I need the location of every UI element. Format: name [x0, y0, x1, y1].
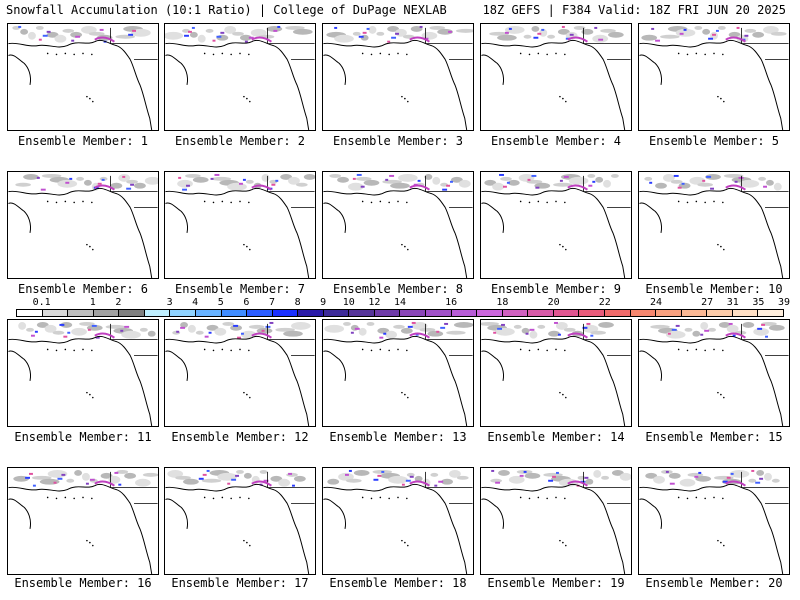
- ensemble-map-panel: [7, 171, 159, 279]
- colorbar-segment: [758, 310, 783, 316]
- colorbar-tick-label: 12: [368, 297, 381, 308]
- ensemble-member-label: Ensemble Member: 1: [17, 134, 149, 148]
- colorbar-tick-label: 22: [598, 297, 611, 308]
- snowfall-colorbar: [16, 309, 784, 317]
- ensemble-member-label: Ensemble Member: 20: [645, 576, 783, 590]
- colorbar-segment: [170, 310, 196, 316]
- colorbar-tick-label: 27: [701, 297, 714, 308]
- ensemble-map-panel: [322, 171, 474, 279]
- colorbar-tick-label: 24: [649, 297, 663, 308]
- colorbar-segment: [604, 310, 631, 316]
- ensemble-member-label: Ensemble Member: 2: [174, 134, 306, 148]
- ensemble-map-panel: [164, 319, 316, 427]
- colorbar-tick-label: 7: [268, 297, 276, 308]
- ensemble-map-panel: [638, 319, 790, 427]
- colorbar-tick-label: 4: [192, 297, 199, 308]
- ensemble-map-panel: [7, 23, 159, 131]
- ensemble-map-panel: [638, 171, 790, 279]
- colorbar-tick-label: 5: [217, 297, 224, 308]
- colorbar-tick-label: 14: [393, 297, 407, 308]
- colorbar-tick-label: 1: [89, 297, 96, 308]
- ensemble-map-panel: [480, 23, 632, 131]
- ensemble-map-panel: [7, 467, 159, 575]
- colorbar-segment: [656, 310, 682, 316]
- ensemble-map-panel: [638, 23, 790, 131]
- colorbar-segment: [247, 310, 273, 316]
- colorbar-tick-label: 16: [445, 297, 458, 308]
- colorbar-segment: [119, 310, 145, 316]
- colorbar-segment: [144, 310, 171, 316]
- ensemble-member-label: Ensemble Member: 3: [332, 134, 464, 148]
- colorbar-tick-label: 39: [777, 297, 791, 308]
- colorbar-segment: [426, 310, 452, 316]
- ensemble-map-panel: [322, 23, 474, 131]
- colorbar-tick-label: 6: [243, 297, 250, 308]
- colorbar-segment: [707, 310, 733, 316]
- ensemble-map-panel: [480, 467, 632, 575]
- colorbar-segment: [553, 310, 580, 316]
- colorbar-tick-label: 18: [496, 297, 509, 308]
- ensemble-map-panel: [164, 467, 316, 575]
- ensemble-map-panel: [480, 171, 632, 279]
- colorbar-labels: 0.1 1 2 3 4 5 6 7 8 9 10 12 14 16 18 20 22 24 27 31 35 39: [16, 297, 790, 309]
- ensemble-member-label: Ensemble Member: 19: [487, 576, 625, 590]
- colorbar-segment: [221, 310, 248, 316]
- ensemble-member-label: Ensemble Member: 7: [174, 282, 306, 296]
- colorbar-tick-label: 35: [752, 297, 765, 308]
- colorbar-segment: [579, 310, 605, 316]
- ensemble-member-label: Ensemble Member: 9: [490, 282, 622, 296]
- ensemble-member-label: Ensemble Member: 8: [332, 282, 464, 296]
- ensemble-map-panel: [164, 23, 316, 131]
- colorbar-segment: [68, 310, 94, 316]
- colorbar-segment: [17, 310, 43, 316]
- colorbar-segment: [502, 310, 529, 316]
- colorbar-segment: [528, 310, 554, 316]
- colorbar-tick-label: 9: [320, 297, 327, 308]
- ensemble-map-panel: [480, 319, 632, 427]
- colorbar-segment: [298, 310, 324, 316]
- colorbar-segment: [42, 310, 69, 316]
- ensemble-map-panel: [322, 319, 474, 427]
- colorbar-segment: [400, 310, 426, 316]
- colorbar-segment: [323, 310, 350, 316]
- colorbar-tick-label: 31: [726, 297, 739, 308]
- ensemble-member-label: Ensemble Member: 6: [17, 282, 149, 296]
- ensemble-map-panel: [7, 319, 159, 427]
- ensemble-member-label: Ensemble Member: 15: [645, 430, 783, 444]
- ensemble-member-label: Ensemble Member: 14: [487, 430, 625, 444]
- colorbar-segment: [349, 310, 375, 316]
- ensemble-member-label: Ensemble Member: 4: [490, 134, 622, 148]
- colorbar-segment: [93, 310, 120, 316]
- colorbar-tick-label: 20: [547, 297, 560, 308]
- ensemble-member-label: Ensemble Member: 12: [171, 430, 309, 444]
- ensemble-member-label: Ensemble Member: 11: [14, 430, 152, 444]
- run-valid-time: 18Z GEFS | F384 Valid: 18Z FRI JUN 20 20…: [482, 3, 786, 17]
- colorbar-segment: [272, 310, 299, 316]
- colorbar-tick-label: 0.1: [32, 297, 51, 308]
- ensemble-member-label: Ensemble Member: 13: [329, 430, 467, 444]
- ensemble-map-panel: [638, 467, 790, 575]
- colorbar-segment: [681, 310, 708, 316]
- colorbar-segment: [374, 310, 401, 316]
- colorbar-segment: [477, 310, 503, 316]
- colorbar-segment: [195, 310, 222, 316]
- map-title: Snowfall Accumulation (10:1 Ratio) | Col…: [6, 3, 447, 17]
- colorbar-tick-label: 3: [166, 297, 173, 308]
- ensemble-map-panel: [164, 171, 316, 279]
- colorbar-tick-label: 8: [294, 297, 301, 308]
- colorbar-tick-label: 10: [342, 297, 355, 308]
- colorbar-segment: [630, 310, 657, 316]
- colorbar-tick-label: 2: [115, 297, 122, 308]
- ensemble-member-label: Ensemble Member: 18: [329, 576, 467, 590]
- ensemble-member-label: Ensemble Member: 10: [645, 282, 783, 296]
- ensemble-member-label: Ensemble Member: 17: [171, 576, 309, 590]
- colorbar-segment: [451, 310, 478, 316]
- ensemble-member-label: Ensemble Member: 5: [648, 134, 780, 148]
- ensemble-member-label: Ensemble Member: 16: [14, 576, 152, 590]
- ensemble-map-panel: [322, 467, 474, 575]
- colorbar-segment: [732, 310, 759, 316]
